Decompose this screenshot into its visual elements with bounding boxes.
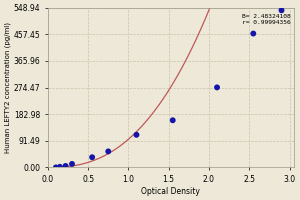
Point — [70, 162, 74, 166]
Y-axis label: Human LEFTY2 concentration (pg/ml): Human LEFTY2 concentration (pg/ml) — [4, 22, 11, 153]
Point — [90, 156, 94, 159]
Point — [251, 32, 256, 35]
Text: B= 2.48324108
r= 0.99994356: B= 2.48324108 r= 0.99994356 — [242, 14, 291, 25]
Point — [279, 9, 284, 12]
Point — [106, 150, 111, 153]
Point — [214, 86, 219, 89]
X-axis label: Optical Density: Optical Density — [141, 187, 200, 196]
Point — [53, 166, 58, 169]
Point — [170, 119, 175, 122]
Point — [63, 164, 68, 168]
Point — [134, 133, 139, 136]
Point — [58, 165, 62, 168]
